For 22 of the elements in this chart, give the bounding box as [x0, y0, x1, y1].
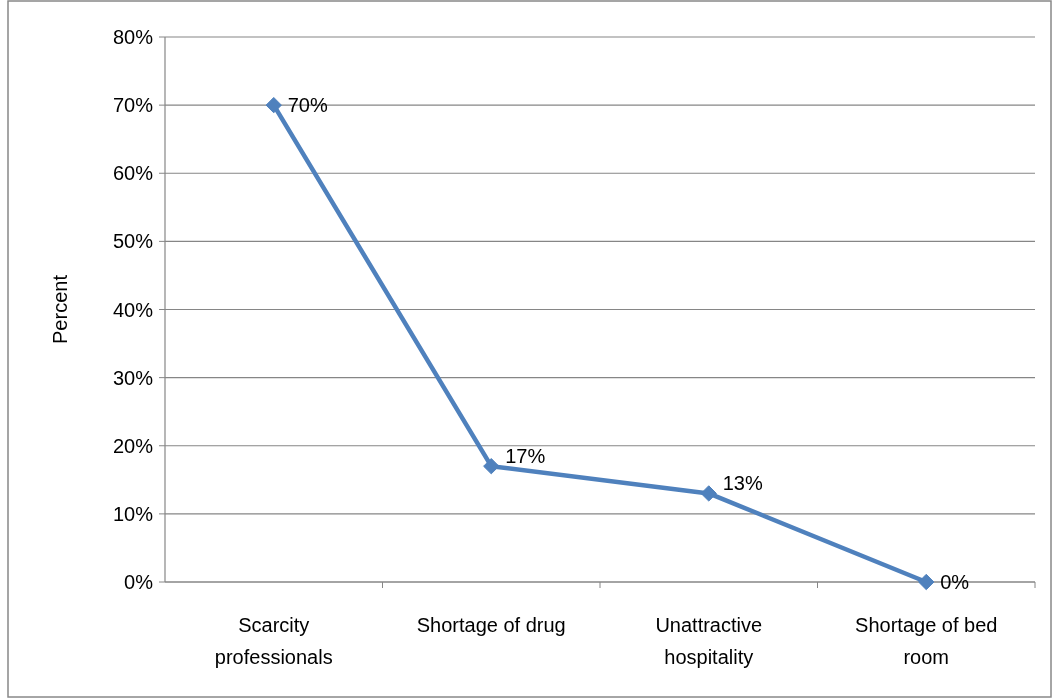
x-tick-label: Scarcity professionals: [214, 614, 333, 668]
data-label: 13%: [722, 472, 763, 495]
y-tick-label: 20%: [112, 434, 154, 457]
point: [918, 573, 935, 591]
y-tick-label: 10%: [112, 502, 154, 525]
x-tick-label: Shortage of drug: [416, 614, 566, 636]
y-tick-label: 60%: [112, 162, 154, 185]
point: [700, 485, 717, 502]
data-label: 70%: [287, 94, 328, 117]
y-tick-label: 50%: [112, 230, 154, 253]
x-tick-label: Unattractive hospitality: [655, 614, 763, 668]
y-axis-title: Percent: [49, 274, 71, 344]
y-tick-label: 40%: [112, 298, 154, 321]
y-tick-label: 0%: [124, 571, 154, 593]
point: [483, 458, 500, 475]
data-label: 17%: [505, 445, 546, 468]
y-tick-label: 70%: [112, 94, 154, 117]
y-tick-label: 80%: [112, 26, 154, 48]
point: [265, 96, 282, 114]
x-tick-label: Shortage of bed room: [855, 614, 998, 668]
y-tick-label: 30%: [112, 366, 154, 389]
data-label: 0%: [940, 571, 970, 593]
